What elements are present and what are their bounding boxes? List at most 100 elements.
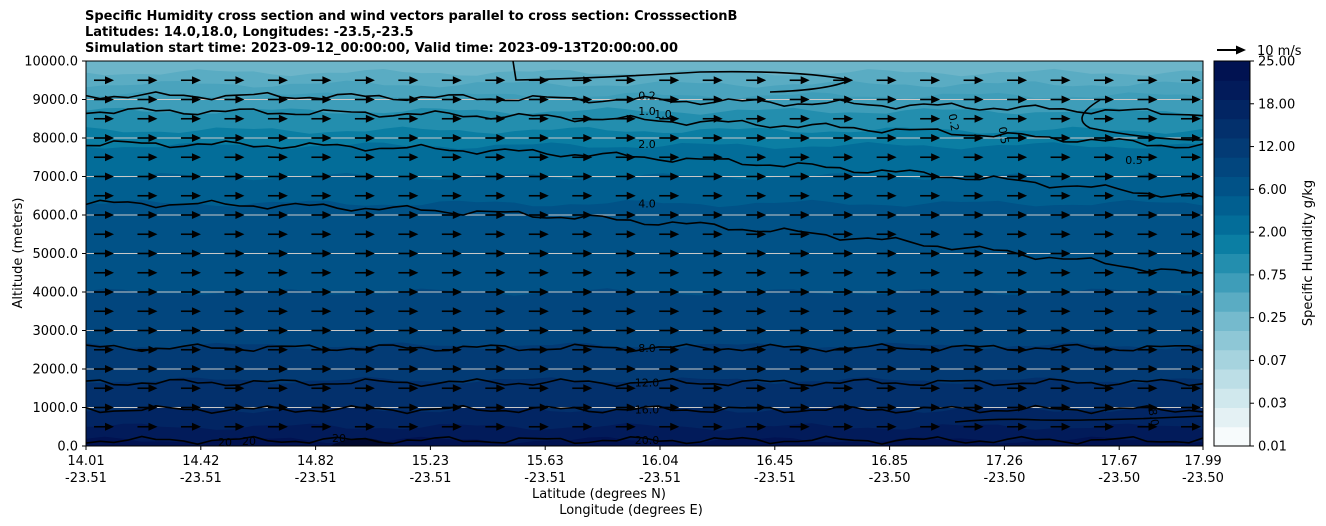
contour-label-2.0: 2.0 [638,138,656,151]
wind-vector-head [409,249,419,258]
contour-label-20.0: 20.0 [635,434,660,447]
wind-vector-head [1192,326,1201,335]
wind-vector-head [626,153,636,162]
wind-vector-head [235,95,245,104]
wind-vector-head [105,114,114,123]
wind-vector-head [1061,326,1071,335]
wind-vector-head [1018,384,1028,393]
y-tick-label: 2000.0 [33,363,79,378]
wind-vector-head [496,172,506,181]
title-line-3: Simulation start time: 2023-09-12_00:00:… [85,41,678,56]
wind-vector-head [1105,345,1115,354]
wind-vector-head [1061,191,1071,200]
wind-vector-head [1192,307,1201,316]
contour-label-extra: 0.5 [996,126,1012,145]
wind-vector-head [278,384,288,393]
wind-vector-head [409,268,419,277]
wind-vector-head [322,307,332,316]
x-tick-label-lon: -23.50 [983,471,1025,486]
wind-vector-head [583,422,593,431]
wind-vector-head [496,95,506,104]
wind-vector-head [626,365,636,373]
x-tick-label-lat: 17.67 [1101,454,1138,469]
wind-vector-head [191,365,201,373]
wind-vector-head [322,249,332,258]
wind-vector-head [191,191,201,200]
colorbar-tick-label: 6.00 [1258,183,1287,198]
wind-vector-head [931,249,941,258]
wind-vector-head [1192,268,1201,277]
wind-vector-head [105,172,114,181]
wind-vector-head [1192,76,1201,85]
wind-vector-head [148,172,158,181]
y-tick-label: 8000.0 [33,132,79,147]
wind-vector-head [583,230,593,239]
wind-vector-head [191,230,201,239]
wind-vector-head [409,230,419,239]
wind-vector-head [278,95,288,104]
wind-vector-head [1018,172,1028,181]
wind-vector-head [409,76,419,85]
wind-vector-head [496,403,506,412]
wind-vector-head [105,288,114,296]
wind-vector-head [452,134,462,142]
wind-vector-head [713,211,723,219]
wind-vector-head [278,172,288,181]
wind-vector-head [757,230,767,239]
colorbar-segment [1214,80,1250,100]
wind-vector-head [1148,76,1158,85]
x-tick-label-lon: -23.51 [295,471,337,486]
wind-vector-head [539,134,549,142]
wind-vector-head [235,326,245,335]
colorbar: 0.01 0.03 0.07 0.25 0.75 2.00 6.00 12.00 18.00 25… [1213,55,1295,455]
wind-vector-head [1148,403,1158,412]
wind-vector-head [148,365,158,373]
wind-vector-head [1018,211,1028,219]
wind-vector-head [800,365,810,373]
wind-vector-head [844,307,854,316]
contour-label-1.0: 1.0 [638,105,656,118]
wind-vector-head [1148,230,1158,239]
wind-vector-head [931,268,941,277]
wind-vector-head [235,268,245,277]
wind-vector-head [931,365,941,373]
y-tick-label: 7000.0 [33,170,79,185]
wind-vector-head [800,191,810,200]
wind-vector-head [1192,384,1201,393]
wind-vector-head [322,326,332,335]
wind-vector-head [887,268,897,277]
wind-vector-head [105,76,114,85]
contour-label-extra: 0.2 [946,113,962,132]
wind-vector-head [844,403,854,412]
wind-vector-head [409,95,419,104]
wind-vector-head [670,307,680,316]
wind-vector-head [409,326,419,335]
wind-vector-head [365,249,375,258]
wind-vector-head [235,230,245,239]
wind-vector-head [365,211,375,219]
wind-vector-head [1105,95,1115,104]
wind-vector-head [1061,249,1071,258]
wind-vector-head [713,76,723,85]
wind-vector-head [626,345,636,354]
wind-vector-head [539,76,549,85]
contour-line-12.0 [86,377,1203,388]
wind-vector-head [974,211,984,219]
wind-vector-head [713,95,723,104]
wind-vector-head [365,422,375,431]
colorbar-tick-label: 2.00 [1258,226,1287,241]
wind-vector-head [409,384,419,393]
wind-vector-head [1148,268,1158,277]
wind-vector-head [713,134,723,142]
wind-vector-head [887,288,897,296]
wind-vector-head [1192,365,1201,373]
wind-vector-head [105,95,114,104]
wind-vector-head [191,134,201,142]
wind-vector-head [1192,95,1201,104]
wind-vector-head [1148,153,1158,162]
wind-vector-head [887,384,897,393]
wind-vector-head [887,422,897,431]
colorbar-tick-label: 25.00 [1258,55,1295,70]
wind-vector-head [409,307,419,316]
wind-vector-head [887,249,897,258]
